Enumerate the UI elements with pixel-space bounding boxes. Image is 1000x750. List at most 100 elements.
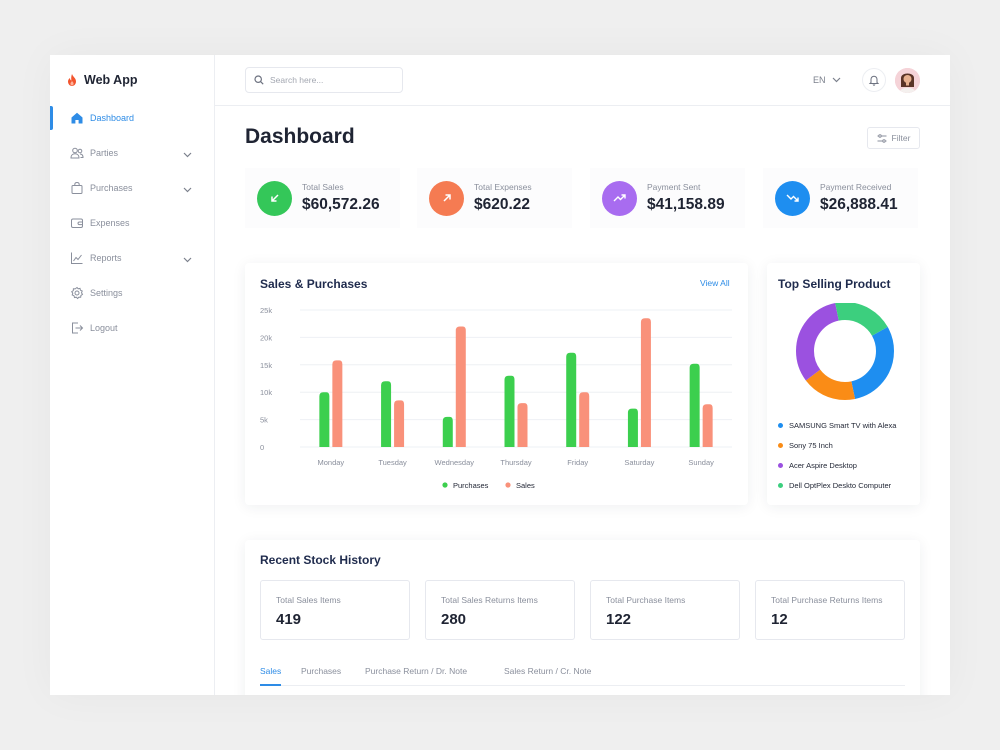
bar-sales[interactable] (640, 318, 651, 447)
metric-label: Total Sales Items (276, 595, 341, 605)
metric-value: 12 (771, 611, 788, 628)
x-tick-label: Friday (567, 458, 588, 467)
donut-slice[interactable] (796, 303, 894, 400)
donut-slice[interactable] (796, 303, 894, 400)
recent-stock-history-card: Recent Stock History (245, 540, 920, 695)
search-icon (254, 75, 264, 85)
filter-label: Filter (891, 133, 911, 143)
legend-label: Sales (516, 481, 535, 490)
sidebar-item-parties[interactable]: Parties (50, 135, 215, 170)
legend-dot (778, 482, 783, 488)
filter-button[interactable]: Filter (867, 127, 920, 149)
stat-card-total-sales: Total Sales $60,572.26 (245, 168, 400, 228)
y-tick-label: 20k (260, 333, 272, 342)
chevron-down-icon[interactable] (182, 252, 193, 263)
card-title: Sales & Purchases (260, 277, 368, 291)
sidebar-item-settings[interactable]: Settings (50, 275, 215, 310)
logout-icon (70, 321, 84, 335)
bar-sales[interactable] (517, 403, 528, 447)
language-label: EN (813, 74, 826, 85)
card-title: Top Selling Product (778, 277, 891, 291)
sliders-icon (877, 133, 887, 143)
avatar[interactable] (895, 68, 920, 93)
bell-icon (868, 74, 880, 86)
tab-purchase-return[interactable]: Purchase Return / Dr. Note (365, 666, 468, 676)
tab-purchases[interactable]: Purchases (301, 666, 342, 676)
flame-icon (67, 74, 77, 86)
language-selector[interactable]: EN (813, 74, 842, 85)
tab-sales[interactable]: Sales (260, 666, 282, 686)
view-all-link[interactable]: View All (700, 278, 730, 288)
metric-label: Total Sales Returns Items (441, 595, 538, 605)
bag-icon (70, 181, 84, 195)
legend-dot (778, 442, 783, 448)
sidebar-item-label: Parties (90, 147, 119, 158)
bar-purchases[interactable] (689, 363, 700, 447)
legend-item: Sony 75 Inch (778, 435, 918, 455)
tab-sales-return[interactable]: Sales Return / Cr. Note (504, 666, 592, 676)
x-tick-label: Monday (318, 458, 345, 467)
app-window: Web App Dashboard Parties (50, 55, 950, 695)
stock-history-tabs: Sales Purchases Purchase Return / Dr. No… (260, 666, 905, 686)
app-name: Web App (84, 73, 138, 87)
sidebar-item-dashboard[interactable]: Dashboard (50, 100, 215, 135)
brand[interactable]: Web App (67, 73, 137, 87)
search-input[interactable] (270, 75, 390, 85)
trend-down-icon (775, 180, 810, 216)
gear-icon (70, 286, 84, 300)
bar-purchases[interactable] (627, 408, 638, 447)
sidebar-item-expenses[interactable]: Expenses (50, 205, 215, 240)
donut-slice[interactable] (796, 303, 894, 400)
bar-purchases[interactable] (504, 375, 515, 447)
y-tick-label: 5k (260, 416, 268, 425)
bar-sales[interactable] (455, 326, 466, 447)
chevron-down-icon[interactable] (182, 147, 193, 158)
sales-purchases-card: Sales & Purchases View All 25k 20k 15k 10k 5… (245, 263, 748, 505)
bar-purchases[interactable] (381, 381, 392, 447)
x-tick-label: Wednesday (435, 458, 475, 467)
wallet-icon (70, 216, 84, 230)
bar-sales[interactable] (702, 404, 713, 447)
stat-value: $41,158.89 (647, 196, 725, 213)
sidebar-nav: Dashboard Parties Purchases (50, 100, 215, 345)
legend-label: Dell OptPlex Deskto Computer (789, 480, 892, 490)
card-title: Recent Stock History (260, 553, 381, 567)
stat-value: $26,888.41 (820, 196, 898, 213)
sidebar-item-logout[interactable]: Logout (50, 310, 215, 345)
notifications-button[interactable] (862, 68, 886, 92)
bar-sales[interactable] (394, 400, 405, 447)
bar-sales[interactable] (579, 392, 590, 447)
stat-label: Payment Sent (647, 182, 701, 192)
legend-item: SAMSUNG Smart TV with Alexa (778, 415, 918, 435)
trend-up-icon (602, 180, 637, 216)
bar-purchases[interactable] (442, 416, 453, 447)
stat-value: $60,572.26 (302, 196, 380, 213)
bar-purchases[interactable] (319, 392, 330, 447)
legend-dot (778, 462, 783, 468)
x-tick-label: Thursday (500, 458, 532, 467)
donut-slice[interactable] (796, 303, 894, 400)
sidebar-item-reports[interactable]: Reports (50, 240, 215, 275)
y-tick-label: 25k (260, 306, 272, 315)
home-icon (70, 111, 84, 125)
stat-label: Payment Received (820, 182, 892, 192)
search-box[interactable] (245, 67, 403, 93)
y-tick-label: 0 (260, 443, 264, 452)
legend-item: Acer Aspire Desktop (778, 455, 918, 475)
chart-icon (70, 251, 84, 265)
stat-label: Total Sales (302, 182, 344, 192)
bar-sales[interactable] (332, 360, 343, 447)
sidebar-item-purchases[interactable]: Purchases (50, 170, 215, 205)
chevron-down-icon[interactable] (182, 182, 193, 193)
metric-total-sales-items: Total Sales Items 419 (260, 580, 410, 640)
metric-value: 122 (606, 611, 632, 628)
y-tick-label: 15k (260, 361, 272, 370)
arrow-up-right-icon (429, 180, 464, 216)
sidebar: Web App Dashboard Parties (50, 55, 215, 695)
stat-value: $620.22 (474, 196, 531, 213)
x-tick-label: Saturday (624, 458, 654, 467)
metric-total-purchase-returns-items: Total Purchase Returns Items 12 (755, 580, 905, 640)
bar-purchases[interactable] (566, 352, 577, 447)
legend-label: SAMSUNG Smart TV with Alexa (789, 420, 897, 430)
metric-label: Total Purchase Returns Items (771, 595, 883, 605)
